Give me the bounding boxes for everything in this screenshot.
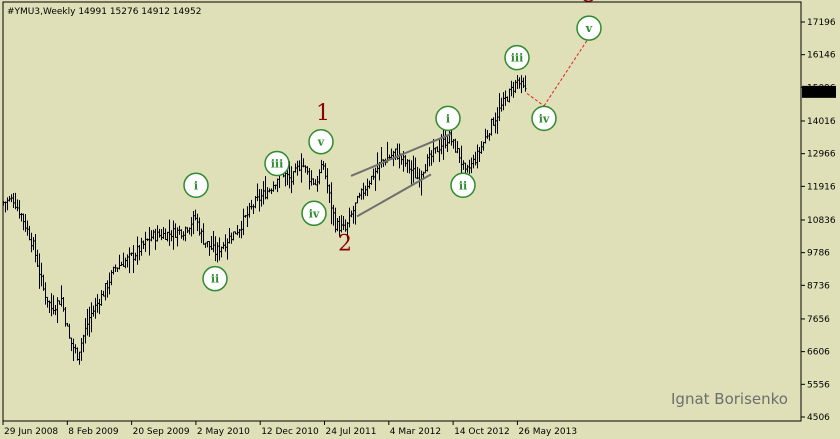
- wave-label: iv: [309, 207, 320, 220]
- y-tick-label: 6606: [807, 348, 830, 358]
- y-tick-label: 10836: [807, 216, 836, 226]
- y-tick-label: 5556: [807, 380, 830, 390]
- projection-line: [526, 93, 545, 107]
- y-tick-label: 17196: [807, 18, 836, 28]
- wave-circle: [450, 172, 476, 199]
- y-tick-label: 8736: [807, 281, 830, 291]
- channel-line: [356, 173, 432, 218]
- wave-circle: [264, 150, 290, 177]
- major-wave-label: 2: [338, 232, 352, 257]
- x-tick-label: 8 Feb 2009: [68, 427, 119, 437]
- chart-header: #YMU3,Weekly 14991 15276 14912 14952: [7, 7, 201, 17]
- wave-circle: [183, 172, 209, 199]
- y-tick-label: 12966: [807, 150, 836, 160]
- x-tick-label: 29 Jun 2008: [4, 427, 58, 437]
- wave-label: v: [585, 22, 593, 35]
- major-wave-label: 1: [316, 101, 330, 126]
- wave-label: iv: [539, 112, 550, 125]
- projection-line: [543, 37, 590, 107]
- wave-label: i: [194, 179, 198, 192]
- wave-circle: [531, 105, 557, 132]
- current-price-label: 14952: [805, 88, 834, 98]
- ohlc-bars: [2, 75, 527, 365]
- wave-label: iii: [271, 158, 284, 171]
- wave-circle: [202, 265, 228, 292]
- author-watermark: Ignat Borisenko: [671, 390, 788, 408]
- wave-circle: [504, 44, 530, 71]
- major-wave-label: 3: [582, 0, 596, 8]
- x-tick-label: 12 Dec 2010: [261, 427, 319, 437]
- y-tick-label: 16146: [807, 51, 836, 61]
- wave-circle: [576, 15, 602, 41]
- y-tick-label: 9786: [807, 249, 830, 259]
- wave-label: i: [446, 112, 450, 125]
- current-price-tag: [802, 85, 836, 98]
- x-tick-label: 20 Sep 2009: [133, 427, 190, 437]
- y-tick-label: 11916: [807, 182, 836, 192]
- y-tick-label: 14016: [807, 117, 836, 127]
- wave-label: iii: [511, 52, 524, 65]
- x-tick-label: 14 Oct 2012: [454, 427, 510, 437]
- y-tick-label: 7656: [807, 315, 830, 325]
- wave-label: ii: [211, 273, 219, 286]
- wave-circle: [301, 200, 327, 227]
- wave-circle: [308, 128, 334, 155]
- x-tick-label: 2 May 2010: [197, 427, 250, 437]
- x-tick-label: 4 Mar 2012: [390, 427, 441, 437]
- wave-label: ii: [459, 179, 467, 192]
- wave-circle: [435, 105, 461, 132]
- x-tick-label: 26 May 2013: [518, 427, 577, 437]
- wave-label: v: [317, 136, 325, 149]
- x-tick-label: 24 Jul 2011: [326, 427, 377, 437]
- plot-frame: [2, 1, 802, 422]
- y-tick-label: 4506: [807, 413, 830, 423]
- channel-line: [350, 133, 452, 177]
